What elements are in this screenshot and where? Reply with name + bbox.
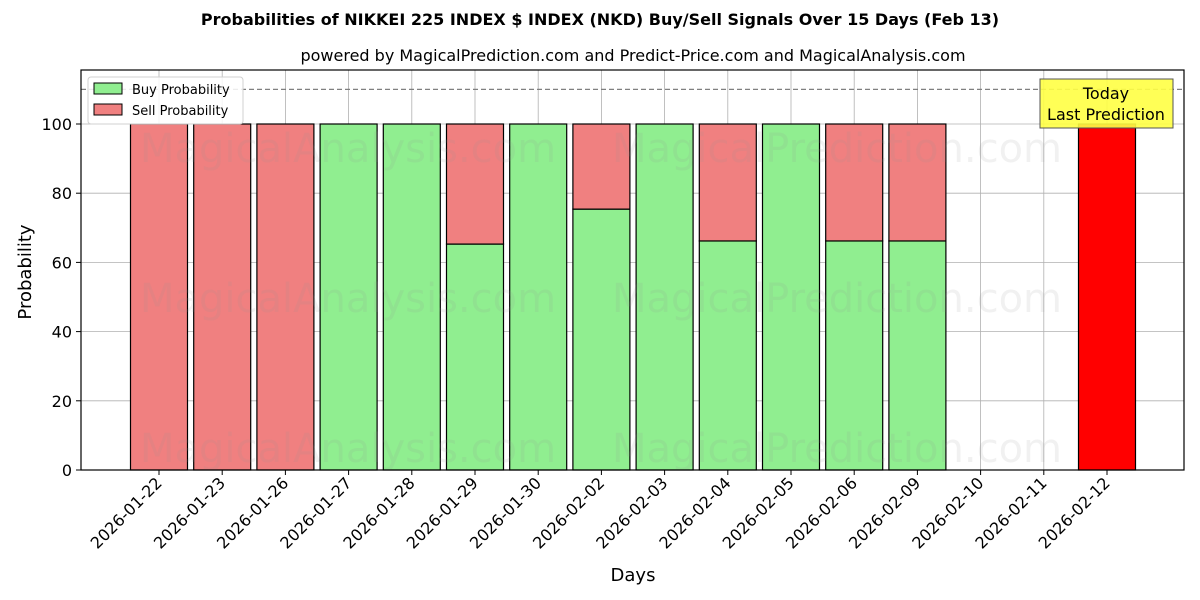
y-tick-label: 60 (52, 253, 72, 272)
watermark: MagicalAnalysis.com (140, 426, 556, 472)
watermark: MagicalAnalysis.com (140, 126, 556, 172)
watermark: MagicalPrediction.com (612, 276, 1062, 322)
plot-frame (80, 69, 1185, 471)
y-tick-label: 80 (52, 184, 72, 203)
chart-title: Probabilities of NIKKEI 225 INDEX $ INDE… (200, 10, 1000, 29)
buy-bar (635, 123, 694, 471)
watermark: MagicalPrediction.com (612, 426, 1062, 472)
x-axis-label: Days (611, 565, 656, 586)
y-tick-label: 0 (62, 461, 72, 480)
sell-bar (1077, 123, 1137, 471)
y-tick-label: 20 (52, 392, 72, 411)
today-annotation-box (1039, 78, 1174, 129)
sell-bar (572, 123, 631, 210)
buy-bar (888, 240, 947, 471)
legend-swatch-buy (93, 82, 123, 95)
legend-label-buy: Buy Probability (132, 83, 230, 98)
legend-swatch-sell (93, 103, 123, 116)
buy-bar (319, 123, 378, 471)
sell-bar (256, 123, 315, 471)
legend-label-sell: Sell Probability (132, 104, 229, 119)
sell-bar (825, 123, 884, 242)
sell-bar (129, 123, 189, 471)
legend-box (87, 76, 244, 125)
y-axis-label: Probability (15, 224, 36, 319)
today-annotation-line1: Today (1082, 84, 1129, 103)
sell-bar (698, 123, 757, 242)
buy-bar (445, 243, 505, 471)
buy-bar (761, 123, 821, 471)
watermark: MagicalAnalysis.com (140, 276, 556, 322)
watermark: MagicalPrediction.com (612, 126, 1062, 172)
sell-bar (445, 123, 505, 245)
chart-subtitle: powered by MagicalPrediction.com and Pre… (300, 46, 966, 65)
buy-bar (509, 123, 568, 471)
sell-bar (888, 123, 947, 242)
y-tick-label: 40 (52, 323, 72, 342)
buy-bar (825, 240, 884, 471)
y-tick-label: 100 (41, 115, 72, 134)
today-annotation-line2: Last Prediction (1047, 105, 1165, 124)
